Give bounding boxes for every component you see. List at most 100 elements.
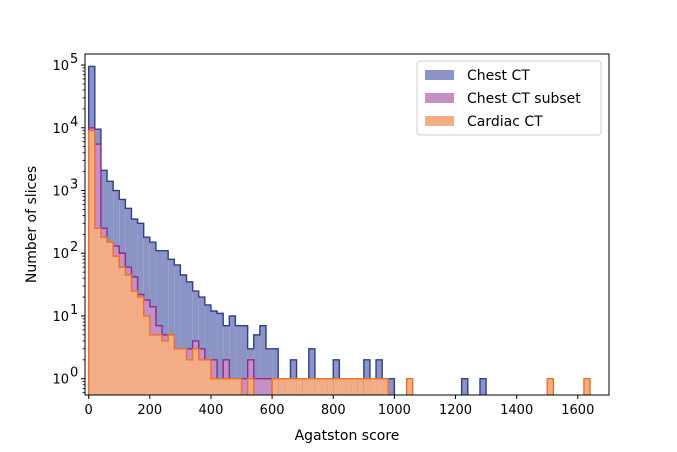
histogram-bar [100, 237, 108, 395]
histogram-bar [327, 378, 334, 395]
histogram-bar [363, 359, 370, 395]
x-tick-label: 200 [137, 403, 162, 418]
histogram-bar [321, 378, 328, 395]
x-tick-label: 1000 [378, 403, 411, 418]
histogram-bar [339, 378, 346, 395]
histogram-bar [290, 359, 297, 395]
x-tick-label: 1200 [439, 403, 472, 418]
histogram-bar [107, 242, 114, 395]
x-axis-label: Agatston score [295, 428, 400, 444]
histogram-bar [461, 378, 468, 395]
histogram-bar [229, 378, 236, 395]
y-tick-exponent: 1 [70, 303, 78, 318]
x-tick-label: 600 [260, 403, 285, 418]
histogram-bar [247, 359, 254, 395]
histogram-bar [180, 348, 187, 395]
histogram-bar [308, 348, 315, 395]
histogram-bar [229, 315, 236, 395]
histogram-bar [272, 348, 279, 395]
histogram-bar [247, 378, 254, 395]
histogram-bar [131, 291, 138, 395]
x-tick-label: 400 [199, 403, 224, 418]
histogram-bar [235, 378, 242, 395]
y-tick-label: 10 [52, 59, 69, 74]
histogram-bar [253, 334, 260, 395]
histogram-bar [284, 378, 291, 395]
legend-label: Chest CT subset [467, 91, 581, 107]
histogram-bar [314, 378, 322, 395]
histogram-bar [223, 359, 230, 395]
x-tick-label: 800 [321, 403, 346, 418]
histogram-bar [168, 334, 175, 395]
histogram-bar [296, 378, 303, 395]
histogram-bar [302, 378, 309, 395]
histogram-bar [94, 228, 101, 395]
histogram-bar [308, 378, 315, 395]
histogram-bar [204, 359, 211, 395]
histogram-bar [198, 359, 205, 395]
histogram-bar [369, 378, 377, 395]
histogram-bar [265, 348, 273, 395]
legend-swatch [425, 93, 454, 103]
histogram-bar [382, 378, 389, 395]
y-tick-label: 10 [52, 247, 69, 262]
histogram-bar [547, 378, 554, 395]
histogram-bar [186, 359, 193, 395]
y-tick-exponent: 2 [70, 240, 78, 255]
histogram-bar [241, 325, 248, 395]
y-tick-exponent: 4 [70, 115, 78, 130]
histogram-bar [406, 378, 413, 395]
histogram-bar [210, 359, 218, 395]
histogram-bar [192, 348, 199, 395]
histogram-bar [119, 267, 126, 395]
histogram-bar [272, 378, 279, 395]
histogram-bar [290, 378, 297, 395]
histogram-bar [149, 334, 156, 395]
histogram-bar [351, 378, 358, 395]
x-tick-label: 1600 [561, 403, 594, 418]
histogram-bar [162, 340, 169, 395]
histogram-bar [357, 378, 364, 395]
histogram-bar [217, 313, 224, 395]
histogram-bar [345, 378, 352, 395]
histogram-bar [204, 304, 211, 395]
y-tick-label: 10 [52, 310, 69, 325]
x-tick-label: 1400 [500, 403, 533, 418]
legend-swatch [425, 70, 454, 80]
histogram-bar [174, 348, 181, 395]
legend-swatch [425, 116, 454, 126]
histogram-bar [265, 378, 273, 395]
histogram-bar [174, 264, 181, 395]
histogram-bar [210, 378, 218, 395]
y-tick-exponent: 0 [70, 366, 78, 381]
histogram-bar [278, 378, 285, 395]
histogram-bar [363, 378, 370, 395]
histogram-bar [333, 378, 340, 395]
histogram-bar [217, 378, 224, 395]
histogram-bar [376, 359, 383, 395]
histogram-bar [376, 378, 383, 395]
histogram-bar [198, 297, 205, 395]
legend-label: Cardiac CT [467, 114, 543, 130]
histogram-bar [155, 334, 163, 395]
histogram-bar [180, 275, 187, 395]
histogram-bar [143, 315, 150, 395]
histogram-bar [583, 378, 591, 395]
histogram-bar [168, 259, 175, 395]
histogram-bar [479, 378, 487, 395]
legend: Chest CT Chest CT subset Cardiac CT [416, 60, 602, 136]
histogram-bar [388, 378, 395, 395]
histogram-bar [241, 378, 248, 395]
histogram-bar [186, 281, 193, 395]
series-outline [87, 129, 591, 395]
histogram-bar [113, 256, 120, 395]
histogram-bar [88, 130, 95, 395]
series-layer [87, 65, 591, 395]
plot-frame [84, 53, 610, 396]
y-tick-exponent: 5 [70, 52, 78, 67]
histogram-bar [125, 275, 132, 395]
legend-label: Chest CT [467, 68, 530, 84]
x-tick-label: 0 [85, 403, 93, 418]
